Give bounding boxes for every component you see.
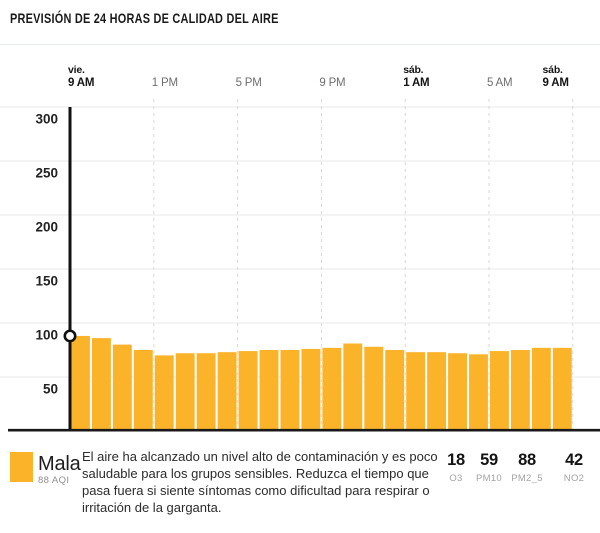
pollutant-pm25: 88 PM2_5	[511, 451, 543, 484]
aqi-bar[interactable]	[343, 343, 363, 431]
x-tick-time: 5 AM	[487, 77, 513, 89]
x-tick-day: sáb.	[403, 64, 424, 76]
aqi-bar[interactable]	[175, 353, 195, 431]
aqi-bar[interactable]	[385, 350, 405, 431]
aqi-bar[interactable]	[133, 350, 153, 431]
aqi-category-label: Mala	[38, 453, 81, 475]
pollutant-label: PM10	[475, 473, 503, 484]
pollutant-label: NO2	[563, 473, 585, 484]
aqi-summary-section: Mala 88 AQI El aire ha alcanzado un nive…	[0, 445, 600, 533]
aqi-bar[interactable]	[71, 335, 90, 431]
aqi-description-line: El aire ha alcanzado un nivel alto de co…	[82, 449, 438, 464]
aqi-description-line: pasa fuera si siente síntomas como dific…	[82, 483, 430, 498]
x-tick-time: 1 PM	[151, 77, 178, 89]
aqi-bar[interactable]	[154, 355, 174, 431]
x-axis-labels: vie. 9 AM 1 PM 5 PM 9 PM sáb. 1 AM 5 AM sáb.…	[0, 60, 600, 95]
aqi-category-swatch	[10, 452, 33, 482]
y-tick-label: 200	[35, 220, 58, 235]
aqi-chart-plot: 300 250 200 150 100 50	[0, 99, 600, 432]
y-tick-label: 250	[35, 166, 58, 181]
x-tick-day: vie.	[68, 64, 85, 76]
aqi-bar[interactable]	[280, 350, 300, 431]
x-tick-time: 9 AM	[68, 77, 95, 89]
aqi-bar[interactable]	[490, 351, 509, 431]
header-divider	[0, 44, 600, 45]
aqi-description: El aire ha alcanzado un nivel alto de co…	[82, 448, 438, 516]
aqi-description-line: saludable para los grupos sensibles. Red…	[82, 466, 429, 481]
aqi-bar[interactable]	[469, 354, 488, 431]
y-tick-label: 300	[35, 112, 58, 127]
aqi-bar[interactable]	[259, 350, 279, 431]
x-tick-label: 9 PM	[319, 64, 345, 89]
pollutant-value: 18	[447, 451, 465, 469]
x-tick-day: sáb.	[542, 64, 563, 76]
pollutant-value: 88	[518, 451, 536, 469]
pollutant-label: PM2_5	[511, 473, 543, 484]
y-tick-label: 150	[35, 274, 58, 289]
aqi-bar[interactable]	[406, 352, 426, 431]
pollutant-value: 42	[565, 451, 583, 469]
aqi-bar[interactable]	[301, 348, 321, 431]
aqi-bar[interactable]	[238, 351, 258, 431]
y-tick-label: 100	[35, 328, 58, 343]
x-tick-label: sáb. 9 AM	[543, 64, 569, 89]
x-tick-label: 5 PM	[236, 64, 262, 89]
aqi-description-line: irritación de la garganta.	[82, 500, 222, 515]
x-tick-time: 1 AM	[403, 77, 430, 89]
pollutant-pm10: 59 PM10	[476, 451, 502, 484]
x-tick-time: 5 PM	[235, 77, 262, 89]
aqi-bar[interactable]	[427, 352, 447, 431]
x-tick-time: 9 AM	[542, 77, 569, 89]
x-tick-label: vie. 9 AM	[68, 64, 94, 89]
aqi-bar[interactable]	[322, 347, 342, 431]
aqi-bar[interactable]	[196, 353, 216, 431]
x-tick-label: sáb. 1 AM	[403, 64, 429, 89]
pollutant-no2: 42 NO2	[564, 451, 584, 484]
pollutant-value: 59	[480, 451, 498, 469]
aqi-forecast-chart: vie. 9 AM 1 PM 5 PM 9 PM sáb. 1 AM 5 AM sáb.…	[0, 60, 600, 445]
aqi-bar[interactable]	[510, 350, 530, 431]
aqi-bar[interactable]	[364, 346, 384, 431]
y-tick-label: 50	[43, 382, 58, 397]
aqi-bar[interactable]	[112, 344, 132, 431]
aqi-bar[interactable]	[217, 352, 237, 431]
pollutant-values: 18 O3 59 PM10 88 PM2_5 42 NO2	[0, 451, 600, 491]
aqi-bar[interactable]	[448, 353, 467, 431]
pollutant-label: O3	[449, 473, 463, 484]
pollutant-o3: 18 O3	[447, 451, 465, 484]
page-title: PREVISIÓN DE 24 HORAS DE CALIDAD DEL AIR…	[10, 10, 279, 26]
x-tick-label: 5 AM	[487, 64, 513, 89]
aqi-bar[interactable]	[91, 338, 111, 431]
x-tick-time: 9 PM	[319, 77, 346, 89]
aqi-bar[interactable]	[552, 347, 572, 431]
aqi-bar[interactable]	[531, 347, 551, 431]
x-tick-label: 1 PM	[152, 64, 178, 89]
current-aqi-marker	[63, 329, 77, 343]
current-aqi-value: 88 AQI	[38, 475, 70, 486]
